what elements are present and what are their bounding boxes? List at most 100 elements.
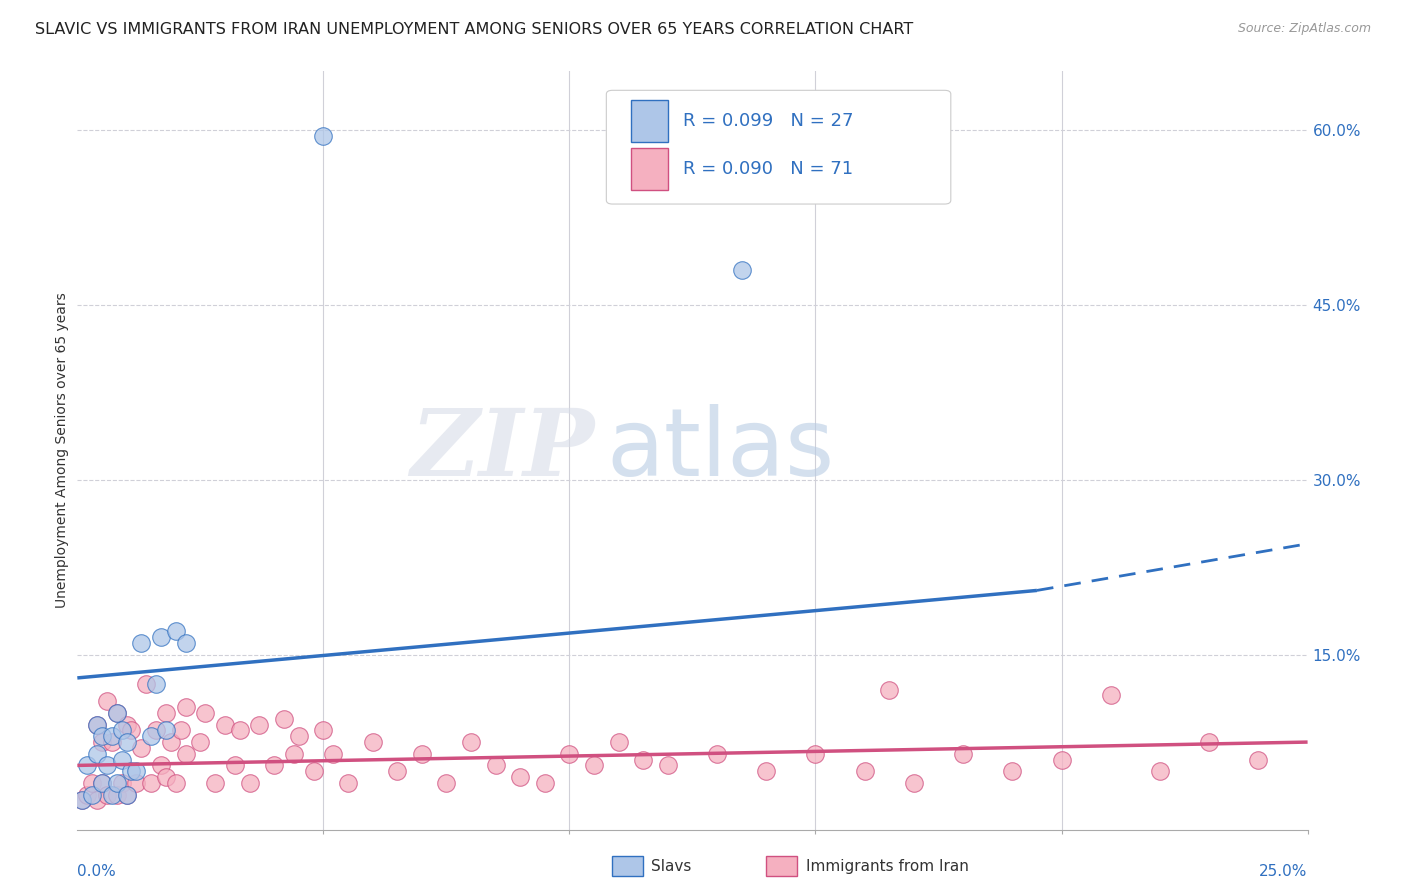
Point (76, 758, 98, 772)
Point (312, 128, 335, 143)
Point (1149, 764, 1171, 779)
Point (188, 735, 212, 749)
Point (903, 776, 925, 790)
Point (96, 694, 118, 708)
Point (657, 758, 679, 772)
Point (755, 764, 778, 779)
Point (105, 776, 128, 790)
Point (90, 776, 114, 790)
Point (115, 788, 138, 802)
Text: 0.0%: 0.0% (77, 863, 117, 879)
Point (96, 788, 118, 802)
Text: Slavs: Slavs (651, 859, 692, 873)
Point (879, 682, 901, 697)
Point (155, 706, 177, 720)
Point (115, 735, 138, 749)
Bar (631, 100, 668, 142)
Point (86, 747, 108, 761)
Text: Immigrants from Iran: Immigrants from Iran (806, 859, 969, 873)
Point (129, 636, 153, 650)
Point (115, 788, 138, 802)
Point (121, 723, 143, 738)
Point (460, 735, 482, 749)
Point (70, 793, 93, 807)
Point (125, 764, 148, 779)
Point (263, 758, 285, 772)
FancyBboxPatch shape (606, 90, 950, 204)
Point (509, 770, 531, 784)
Point (145, 723, 167, 738)
Point (90, 776, 114, 790)
Point (105, 788, 128, 802)
Text: R = 0.090   N = 71: R = 0.090 N = 71 (683, 160, 852, 178)
Point (853, 764, 876, 779)
Point (105, 706, 128, 720)
Text: ZIP: ZIP (409, 406, 595, 495)
Point (1247, 753, 1270, 767)
Point (1099, 689, 1122, 703)
Point (534, 776, 557, 790)
Point (322, 747, 344, 761)
Point (90, 735, 114, 749)
Point (312, 723, 335, 738)
Point (105, 706, 128, 720)
Point (288, 729, 311, 743)
Point (155, 770, 177, 784)
Y-axis label: Unemployment Among Seniors over 65 years: Unemployment Among Seniors over 65 years (55, 293, 69, 608)
Point (111, 723, 132, 738)
Point (141, 729, 163, 743)
Point (150, 758, 173, 772)
Point (82, 788, 104, 802)
Point (607, 735, 630, 749)
Point (141, 776, 163, 790)
Point (101, 788, 124, 802)
Point (111, 753, 132, 767)
Point (731, 262, 754, 277)
Point (150, 630, 173, 644)
Point (194, 706, 217, 720)
Point (174, 636, 197, 650)
Point (204, 776, 226, 790)
Point (558, 747, 581, 761)
Point (101, 729, 124, 743)
Point (385, 764, 409, 779)
Point (1198, 735, 1220, 749)
Point (224, 758, 246, 772)
Point (228, 723, 252, 738)
Point (283, 747, 305, 761)
Point (337, 776, 360, 790)
Text: SLAVIC VS IMMIGRANTS FROM IRAN UNEMPLOYMENT AMONG SENIORS OVER 65 YEARS CORRELAT: SLAVIC VS IMMIGRANTS FROM IRAN UNEMPLOYM… (35, 22, 914, 37)
Point (1001, 764, 1024, 779)
Point (249, 717, 271, 731)
Point (214, 717, 236, 731)
Point (165, 776, 187, 790)
Point (135, 677, 157, 691)
Text: Source: ZipAtlas.com: Source: ZipAtlas.com (1237, 22, 1371, 36)
Point (239, 776, 262, 790)
Point (82, 776, 104, 790)
Point (485, 758, 508, 772)
Bar (631, 148, 668, 190)
Point (155, 723, 177, 738)
Text: R = 0.099   N = 27: R = 0.099 N = 27 (683, 112, 853, 130)
Point (170, 723, 193, 738)
Point (86, 717, 108, 731)
Point (1050, 753, 1073, 767)
Point (174, 747, 197, 761)
Point (121, 764, 143, 779)
Point (129, 740, 153, 755)
Point (804, 747, 827, 761)
Point (145, 677, 167, 691)
Point (411, 747, 433, 761)
Point (706, 747, 728, 761)
Point (302, 764, 325, 779)
Point (361, 735, 384, 749)
Text: atlas: atlas (606, 404, 835, 497)
Point (160, 735, 183, 749)
Point (952, 747, 974, 761)
Point (165, 624, 187, 639)
Point (76, 788, 98, 802)
Text: 25.0%: 25.0% (1260, 863, 1308, 879)
Point (436, 776, 458, 790)
Point (111, 776, 132, 790)
